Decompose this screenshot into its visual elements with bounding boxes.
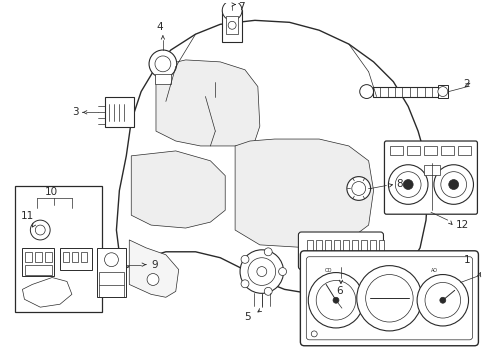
- Circle shape: [311, 331, 317, 337]
- Polygon shape: [129, 240, 178, 297]
- Circle shape: [394, 172, 420, 197]
- Circle shape: [416, 275, 468, 326]
- Bar: [35, 252, 42, 262]
- FancyBboxPatch shape: [298, 232, 383, 270]
- Circle shape: [424, 283, 460, 318]
- Bar: [25, 252, 32, 262]
- Bar: [104, 98, 134, 127]
- Circle shape: [30, 220, 50, 240]
- Text: OD: OD: [324, 267, 331, 273]
- Bar: [423, 146, 436, 155]
- Bar: [22, 248, 54, 275]
- Bar: [226, 17, 238, 34]
- Circle shape: [264, 287, 272, 295]
- Bar: [369, 240, 375, 260]
- Polygon shape: [235, 139, 373, 248]
- Bar: [342, 240, 348, 260]
- Circle shape: [433, 165, 472, 204]
- Text: 6: 6: [335, 286, 342, 296]
- Text: AO: AO: [430, 267, 438, 273]
- Bar: [437, 85, 447, 99]
- Bar: [351, 240, 357, 260]
- Circle shape: [256, 267, 266, 276]
- FancyBboxPatch shape: [300, 251, 477, 346]
- Bar: [440, 146, 453, 155]
- Bar: [360, 240, 366, 260]
- Text: 8: 8: [395, 179, 402, 189]
- Circle shape: [147, 274, 159, 285]
- Bar: [222, 10, 242, 42]
- FancyBboxPatch shape: [384, 141, 476, 214]
- Circle shape: [359, 85, 373, 99]
- Bar: [389, 146, 403, 155]
- Circle shape: [351, 181, 365, 195]
- Text: 11: 11: [20, 211, 34, 221]
- Bar: [72, 252, 78, 262]
- Circle shape: [403, 180, 412, 189]
- Text: 2: 2: [463, 78, 469, 89]
- Text: 10: 10: [45, 188, 58, 197]
- Circle shape: [149, 50, 176, 78]
- Circle shape: [241, 280, 248, 288]
- Bar: [25, 265, 52, 275]
- Text: 1: 1: [463, 255, 469, 265]
- Polygon shape: [22, 278, 72, 307]
- Circle shape: [440, 172, 466, 197]
- Circle shape: [316, 280, 355, 320]
- Circle shape: [365, 275, 412, 322]
- Circle shape: [247, 258, 275, 285]
- Circle shape: [437, 87, 447, 96]
- Circle shape: [222, 1, 242, 21]
- Bar: [372, 87, 439, 96]
- Text: 9: 9: [151, 260, 157, 270]
- FancyBboxPatch shape: [305, 257, 471, 340]
- Circle shape: [155, 56, 170, 72]
- Bar: [63, 252, 69, 262]
- Bar: [378, 240, 384, 260]
- Polygon shape: [131, 151, 225, 228]
- Bar: [60, 248, 91, 270]
- Circle shape: [240, 250, 283, 293]
- Polygon shape: [116, 21, 427, 294]
- Polygon shape: [156, 60, 259, 146]
- Circle shape: [278, 267, 286, 275]
- Circle shape: [35, 225, 45, 235]
- Text: 3: 3: [72, 107, 79, 117]
- Circle shape: [448, 180, 458, 189]
- Text: 5: 5: [244, 312, 250, 322]
- Bar: [97, 248, 126, 297]
- Text: 7: 7: [238, 3, 244, 13]
- Text: 12: 12: [455, 220, 468, 230]
- Circle shape: [439, 297, 445, 303]
- Text: 4: 4: [156, 22, 163, 32]
- Bar: [325, 240, 330, 260]
- Bar: [81, 252, 86, 262]
- Bar: [407, 146, 419, 155]
- Bar: [333, 240, 339, 260]
- Circle shape: [356, 266, 421, 331]
- Circle shape: [264, 248, 272, 256]
- Bar: [306, 240, 313, 260]
- Bar: [45, 252, 52, 262]
- Circle shape: [104, 253, 118, 267]
- Bar: [15, 185, 102, 312]
- Bar: [155, 74, 170, 84]
- Circle shape: [387, 165, 427, 204]
- Circle shape: [241, 255, 248, 263]
- Circle shape: [228, 21, 236, 29]
- Circle shape: [307, 273, 363, 328]
- Bar: [457, 146, 469, 155]
- Bar: [99, 271, 124, 285]
- Bar: [423, 165, 439, 175]
- Bar: [316, 240, 322, 260]
- Circle shape: [346, 177, 370, 201]
- Circle shape: [332, 297, 338, 303]
